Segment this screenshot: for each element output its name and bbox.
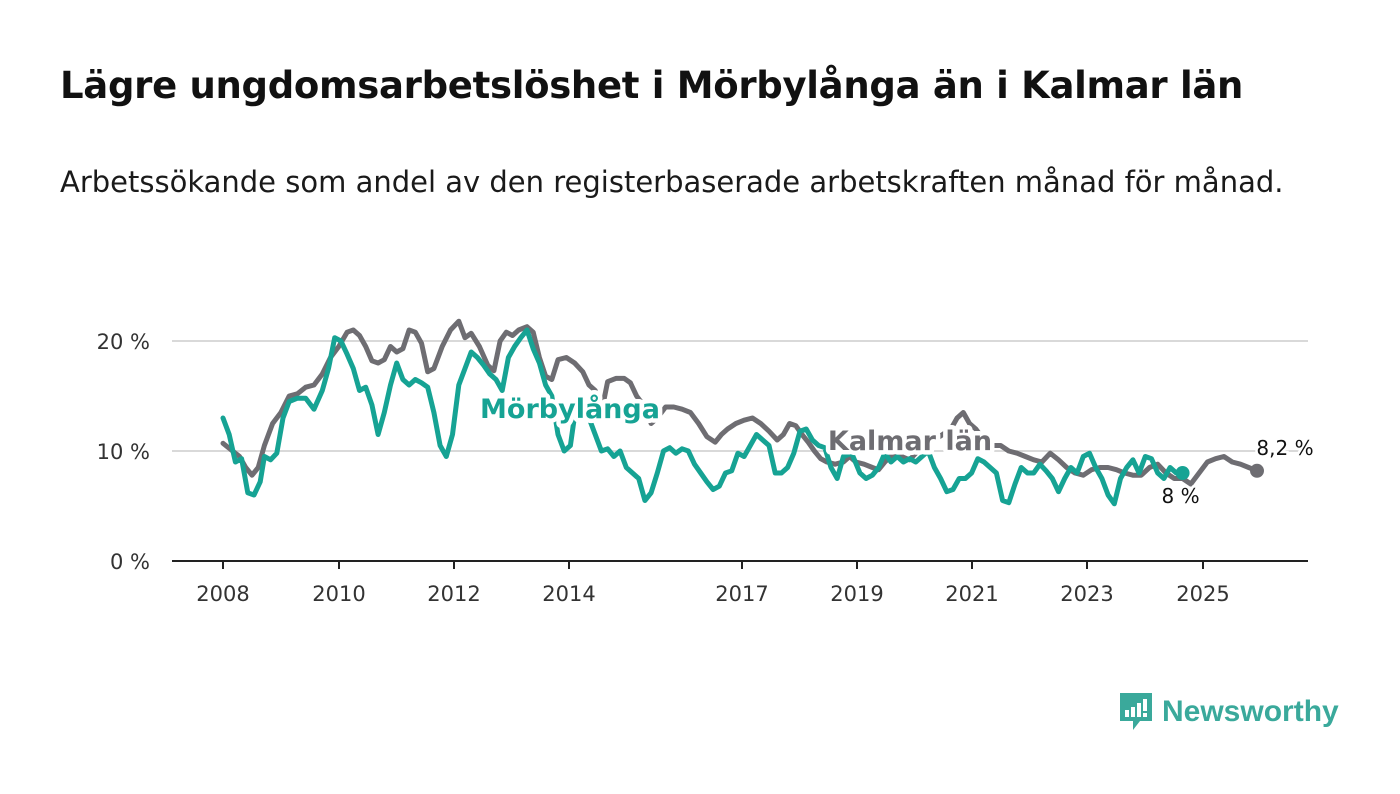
x-tick-label: 2025 (1176, 582, 1229, 606)
chart-subtitle: Arbetssökande som andel av den registerb… (60, 165, 1284, 199)
series-line-kalmar-l-n (220, 318, 1260, 487)
x-tick-label: 2021 (945, 582, 998, 606)
y-tick-label: 20 % (97, 330, 150, 354)
end-point-kalmar-l-n (1250, 463, 1264, 478)
series-annotation: Mörbylånga (480, 393, 660, 425)
newsworthy-logo-icon (1120, 693, 1152, 730)
y-tick-label: 10 % (97, 440, 150, 464)
brand: Newsworthy (1118, 690, 1339, 734)
x-tick-label: 2017 (715, 582, 768, 606)
series-line-m-rbyl-nga (220, 327, 1186, 507)
chart-title: Lägre ungdomsarbetslöshet i Mörbylånga ä… (60, 64, 1244, 107)
brand-name: Newsworthy (1162, 695, 1339, 728)
x-tick-label: 2014 (542, 582, 595, 606)
x-tick-label: 2023 (1060, 582, 1113, 606)
end-label-m-rbyl-nga: 8 % (1162, 484, 1200, 508)
x-tick-label: 2008 (196, 582, 249, 606)
end-point-m-rbyl-nga (1175, 466, 1190, 480)
x-tick-label: 2010 (312, 582, 365, 606)
x-tick-label: 2012 (427, 582, 480, 606)
x-tick-label: 2019 (830, 582, 883, 606)
y-tick-label: 0 % (110, 550, 150, 574)
end-label-kalmar-l-n: 8,2 % (1256, 436, 1313, 460)
series-annotation: Kalmar län (828, 426, 992, 457)
